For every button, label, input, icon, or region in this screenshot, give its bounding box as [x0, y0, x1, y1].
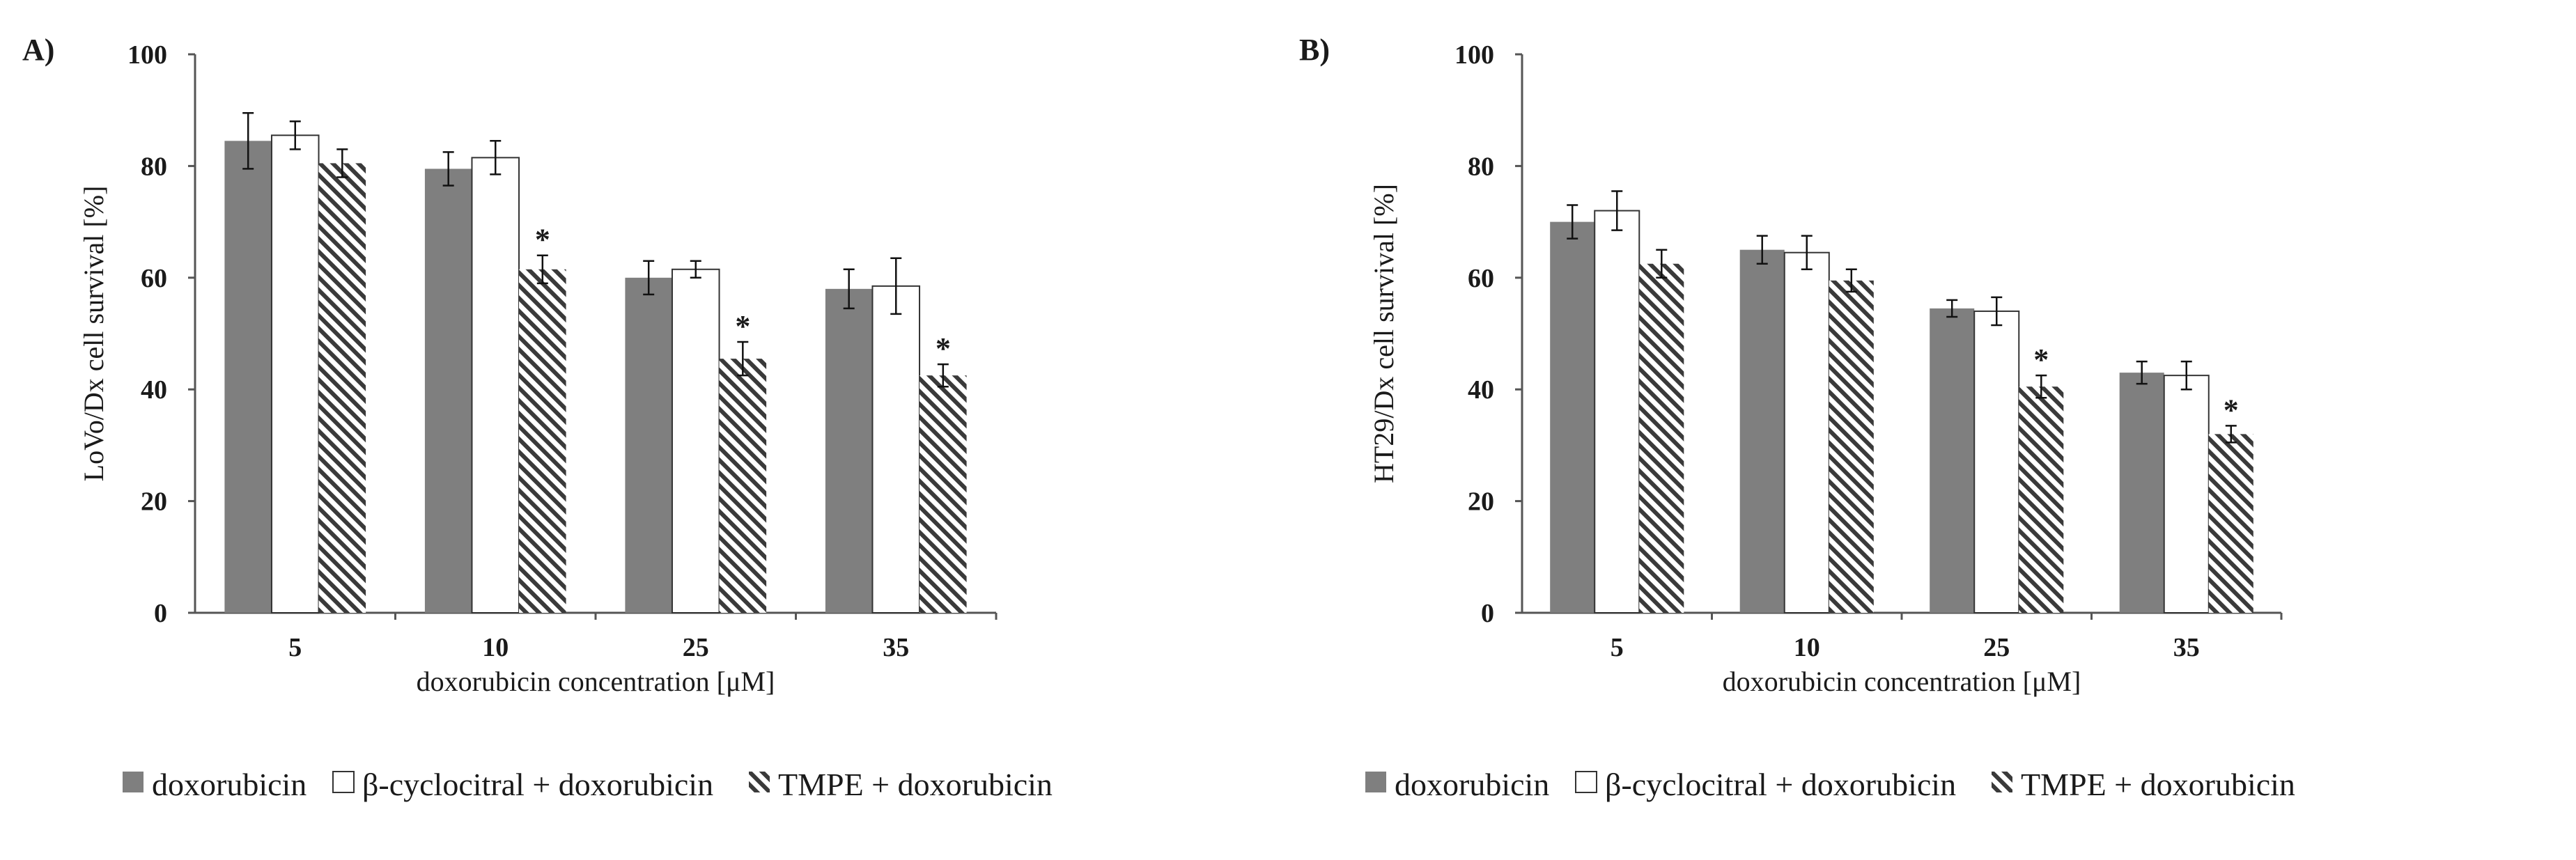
- bar-doxorubicin: [2119, 373, 2164, 613]
- x-tick-label: 35: [883, 633, 909, 662]
- legend-swatch-doxorubicin: [1365, 772, 1386, 792]
- legend-label: TMPE + doxorubicin: [778, 767, 1053, 802]
- panel-label: A): [22, 33, 54, 67]
- x-tick-label: 35: [2173, 633, 2200, 662]
- significance-star: *: [2224, 393, 2239, 427]
- legend-label: β-cyclocitral + doxorubicin: [362, 767, 713, 802]
- x-tick-label: 10: [1794, 633, 1820, 662]
- y-tick-label: 100: [127, 40, 167, 70]
- legend-swatch-tmpe: [1992, 772, 2012, 792]
- y-tick-label: 20: [1468, 487, 1494, 517]
- panel-label: B): [1299, 33, 1330, 67]
- y-tick-label: 80: [141, 152, 167, 181]
- bar-tmpe: [1829, 280, 1874, 613]
- bar-cyclocitral: [270, 134, 320, 614]
- bar-tmpe: [920, 375, 967, 613]
- x-axis-title: doxorubicin concentration [μM]: [1723, 666, 2081, 697]
- bar-cyclocitral: [1594, 210, 1640, 613]
- legend-label: TMPE + doxorubicin: [2021, 767, 2295, 802]
- x-tick-label: 25: [1983, 633, 2010, 662]
- significance-star: *: [535, 223, 550, 257]
- legend-swatch-cyclocitral: [332, 771, 355, 793]
- y-tick-label: 0: [154, 599, 167, 628]
- bar-tmpe: [519, 269, 566, 613]
- significance-star: *: [936, 331, 951, 366]
- bar-doxorubicin: [424, 169, 472, 613]
- legend: doxorubicin β-cyclocitral + doxorubicin TM…: [123, 767, 1053, 802]
- legend-label: β-cyclocitral + doxorubicin: [1605, 767, 1956, 802]
- chart-panel-a: A) 0 20 40 60 80 100 LoVo/Dx cell survival [%] 5…: [22, 33, 1053, 802]
- bar-cyclocitral: [671, 268, 720, 613]
- bar-tmpe: [719, 359, 767, 613]
- legend-label: doxorubicin: [152, 767, 307, 802]
- bar-tmpe: [318, 163, 366, 613]
- legend-label: doxorubicin: [1395, 767, 1549, 802]
- significance-star: *: [735, 309, 750, 343]
- bar-doxorubicin: [625, 277, 672, 613]
- legend-swatch-doxorubicin: [123, 772, 143, 792]
- y-tick-label: 60: [1468, 264, 1494, 293]
- y-tick-label: 20: [141, 487, 167, 517]
- y-tick-label: 0: [1481, 599, 1494, 628]
- legend: doxorubicin β-cyclocitral + doxorubicin TM…: [1365, 767, 2295, 802]
- x-tick-label: 5: [1611, 633, 1624, 662]
- bar-tmpe: [2208, 434, 2253, 613]
- y-tick-label: 60: [141, 264, 167, 293]
- x-tick-label: 10: [482, 633, 509, 662]
- x-tick-label: 5: [288, 633, 302, 662]
- chart-panel-b: B) 0 20 40 60 80 100 HT29/Dx cell survival [%] 5…: [1299, 33, 2295, 802]
- legend-swatch-cyclocitral: [1575, 771, 1597, 793]
- bar-tmpe: [2019, 386, 2064, 613]
- y-tick-label: 40: [141, 375, 167, 405]
- bar-doxorubicin: [1739, 249, 1785, 613]
- bar-tmpe: [1639, 263, 1684, 613]
- significance-star: *: [2033, 343, 2049, 377]
- bar-cyclocitral: [1783, 251, 1830, 613]
- bar-doxorubicin: [224, 141, 272, 613]
- bar-cyclocitral: [471, 157, 520, 613]
- legend-swatch-tmpe: [749, 772, 770, 792]
- y-tick-label: 40: [1468, 375, 1494, 405]
- bar-cyclocitral: [871, 285, 921, 613]
- y-tick-label: 100: [1454, 40, 1494, 70]
- bar-doxorubicin: [1550, 221, 1595, 613]
- bar-cyclocitral: [2163, 375, 2210, 614]
- bar-doxorubicin: [825, 288, 873, 613]
- bar-doxorubicin: [1930, 308, 1975, 613]
- y-axis-title: HT29/Dx cell survival [%]: [1368, 184, 1399, 483]
- x-tick-label: 25: [683, 633, 709, 662]
- bar-cyclocitral: [1973, 310, 2020, 613]
- y-tick-label: 80: [1468, 152, 1494, 181]
- x-axis-title: doxorubicin concentration [μM]: [417, 666, 775, 697]
- y-axis-title: LoVo/Dx cell survival [%]: [78, 186, 109, 482]
